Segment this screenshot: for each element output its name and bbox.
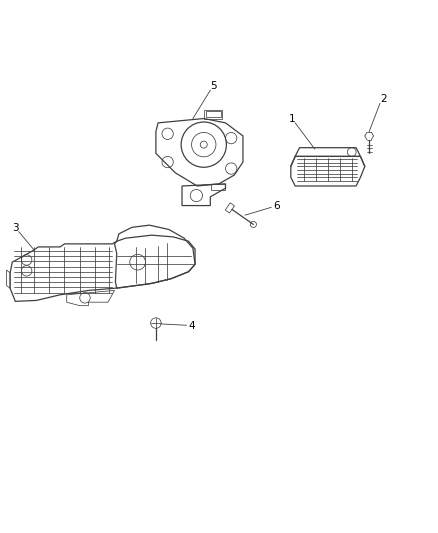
Text: 3: 3 <box>12 223 19 233</box>
Text: 6: 6 <box>273 201 280 212</box>
Text: 4: 4 <box>188 321 195 330</box>
Text: 5: 5 <box>211 81 217 91</box>
Text: 2: 2 <box>380 94 386 104</box>
Text: 1: 1 <box>289 115 295 124</box>
